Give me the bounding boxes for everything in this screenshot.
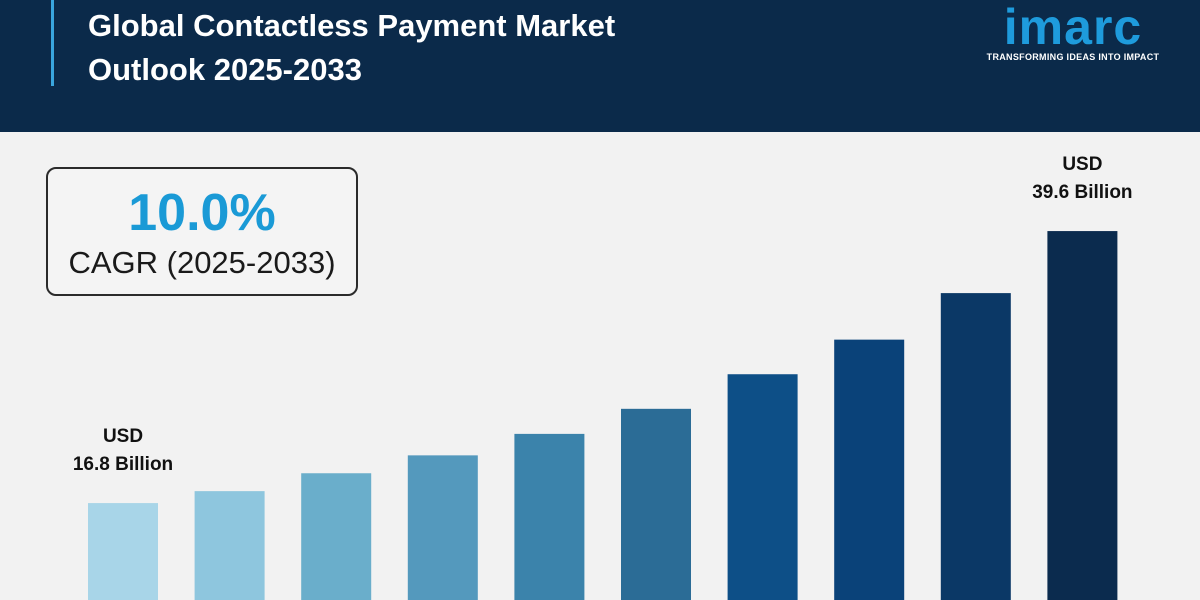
value-label: 39.6 Billion xyxy=(1032,182,1132,203)
tagline: TRANSFORMING IDEAS INTO IMPACT xyxy=(986,52,1160,62)
accent-line xyxy=(51,0,54,86)
bar xyxy=(727,374,798,600)
cagr-label: CAGR (2025-2033) xyxy=(68,245,336,280)
bar xyxy=(834,339,905,600)
bar xyxy=(621,408,691,600)
bar xyxy=(940,293,1011,600)
logo: imarc xyxy=(1003,0,1143,55)
bar xyxy=(514,433,585,600)
value-label: 16.8 Billion xyxy=(73,454,173,475)
cagr-value: 10.0% xyxy=(128,184,276,242)
value-label: USD xyxy=(103,426,143,447)
bar xyxy=(301,473,372,600)
value-label: USD xyxy=(1062,154,1102,175)
title: Global Contactless Payment Market Outloo… xyxy=(88,8,616,87)
bar xyxy=(88,503,158,600)
bar xyxy=(407,455,478,600)
cagr-box: 10.0% CAGR (2025-2033) xyxy=(46,167,358,296)
header: Global Contactless Payment Market Outloo… xyxy=(0,0,1200,132)
bar xyxy=(194,491,265,600)
bar xyxy=(1047,231,1118,600)
